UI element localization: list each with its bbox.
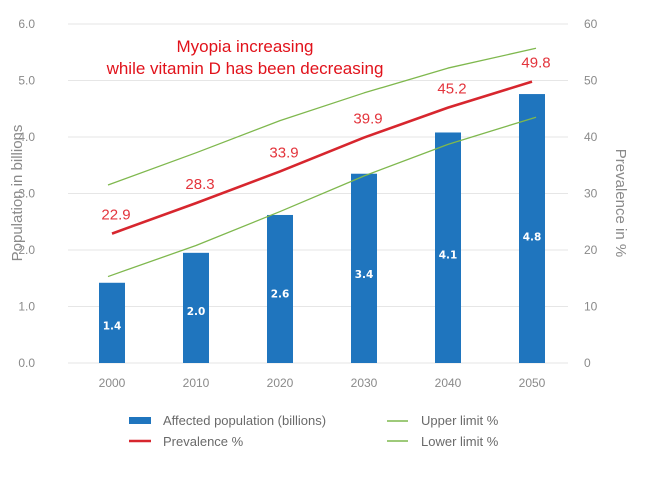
bar	[267, 214, 293, 363]
series-lines	[107, 47, 537, 278]
bar	[351, 173, 377, 363]
lower-limit-line	[107, 116, 537, 278]
legend-label-lower: Lower limit %	[421, 434, 499, 449]
y-tick-label: 3.0	[18, 187, 35, 201]
x-tick-label: 2040	[435, 376, 462, 390]
y2-tick-label: 30	[584, 187, 598, 201]
y2-tick-label: 50	[584, 74, 598, 88]
y-tick-label: 6.0	[18, 17, 35, 31]
annotation-line-1: Myopia increasing	[176, 37, 313, 56]
legend-label-upper: Upper limit %	[421, 413, 499, 428]
grid-lines	[68, 23, 568, 364]
bar	[435, 132, 461, 363]
x-tick-label: 2000	[99, 376, 126, 390]
y2-tick-label: 60	[584, 17, 598, 31]
prevalence-value-label: 22.9	[101, 207, 130, 224]
prevalence-line	[111, 80, 533, 235]
y2-tick-label: 10	[584, 300, 598, 314]
annotation-line-2: while vitamin D has been decreasing	[106, 59, 384, 78]
legend-label-prevalence: Prevalence %	[163, 434, 244, 449]
y-tick-label: 4.0	[18, 130, 35, 144]
bar	[99, 282, 125, 363]
legend: Affected population (billions) Prevalenc…	[129, 413, 499, 449]
y2-tick-label: 20	[584, 243, 598, 257]
x-tick-label: 2020	[267, 376, 294, 390]
bar-value-label: 1.4	[103, 320, 122, 332]
prevalence-value-label: 28.3	[185, 176, 214, 193]
bar-value-label: 2.0	[187, 306, 206, 318]
bar-value-label: 4.1	[439, 250, 458, 262]
bar-value-label: 4.8	[523, 232, 542, 244]
legend-swatch-affected	[129, 417, 151, 424]
bar-value-label: 2.6	[271, 288, 290, 300]
prevalence-value-label: 39.9	[353, 111, 382, 128]
prevalence-value-label: 45.2	[437, 81, 466, 98]
prevalence-value-label: 49.8	[521, 55, 550, 72]
y-axis-label: Population in billions	[9, 125, 26, 262]
y2-tick-label: 40	[584, 130, 598, 144]
legend-label-affected: Affected population (billions)	[163, 413, 326, 428]
y-tick-label: 1.0	[18, 300, 35, 314]
x-tick-label: 2010	[183, 376, 210, 390]
y2-tick-label: 0	[584, 356, 591, 370]
bar	[183, 252, 209, 363]
bar	[519, 94, 545, 363]
data-labels: 1.4 2.0 2.6 3.4 4.1 4.8 22.9 28.3 33.9 39.9 45.2 49…	[101, 55, 550, 333]
x-tick-label: 2030	[351, 376, 378, 390]
y2-axis-label: Prevalence in %	[612, 149, 629, 257]
y-tick-label: 2.0	[18, 243, 35, 257]
bars	[99, 94, 545, 363]
y-tick-label: 0.0	[18, 356, 35, 370]
prevalence-value-label: 33.9	[269, 144, 298, 161]
y-tick-label: 5.0	[18, 74, 35, 88]
bar-value-label: 3.4	[355, 269, 374, 281]
upper-limit-line	[107, 47, 537, 186]
x-tick-label: 2050	[519, 376, 546, 390]
